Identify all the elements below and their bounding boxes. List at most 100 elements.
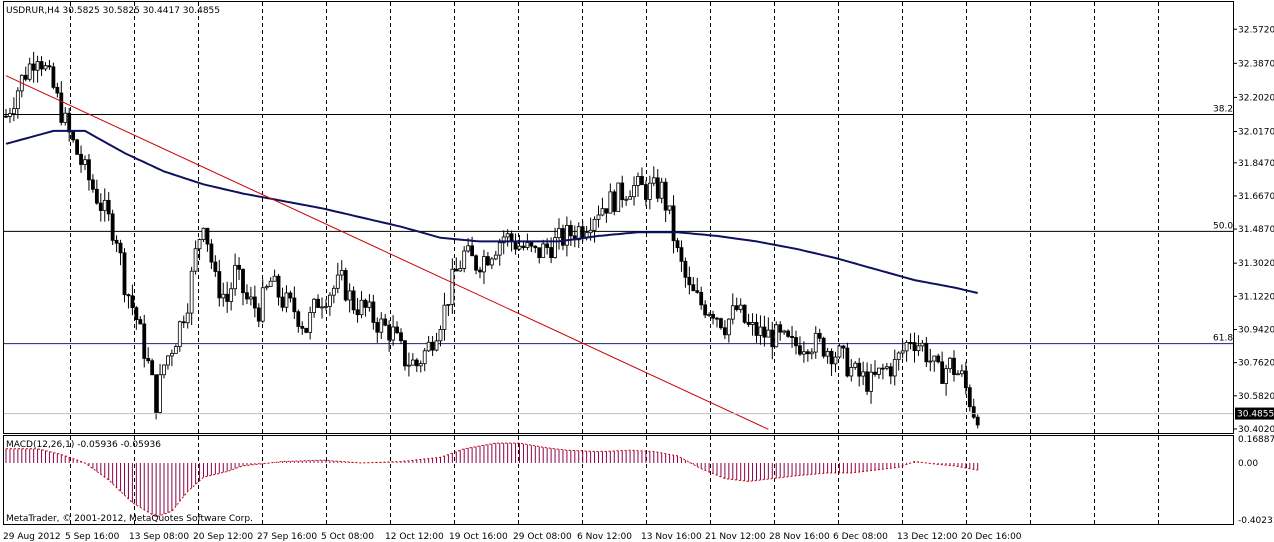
candle-body xyxy=(742,304,747,323)
candle-body xyxy=(952,357,956,375)
candle-body xyxy=(138,319,143,325)
candle-body xyxy=(478,269,482,273)
candle-body xyxy=(268,280,273,288)
macd-pane-frame xyxy=(3,435,1234,525)
candle-body xyxy=(130,295,135,309)
candle-body xyxy=(213,261,218,272)
candle-body xyxy=(51,66,56,88)
candle-body xyxy=(205,227,210,245)
time-tick-label: 13 Nov 16:00 xyxy=(641,532,702,542)
candle-body xyxy=(497,242,502,256)
candle-body xyxy=(758,326,763,336)
candle-body xyxy=(367,301,372,308)
candle-body xyxy=(158,374,162,413)
candle-body xyxy=(134,307,139,321)
candle-body xyxy=(438,329,443,342)
candle-body xyxy=(422,350,427,365)
price-tick-label: 30.7620 xyxy=(1238,359,1274,369)
time-tick-label: 19 Oct 16:00 xyxy=(449,532,508,542)
candle-body xyxy=(181,321,186,324)
candle-body xyxy=(23,74,28,80)
price-tick-label: 31.4870 xyxy=(1238,225,1274,235)
candle-body xyxy=(162,364,166,376)
price-tick-label: 31.3020 xyxy=(1238,259,1274,269)
candle-body xyxy=(406,364,411,367)
candle-body xyxy=(533,245,538,249)
candle-body xyxy=(967,387,972,408)
time-tick-label: 28 Nov 16:00 xyxy=(769,532,830,542)
candle-body xyxy=(312,298,317,313)
candle-body xyxy=(888,366,893,377)
candle-body xyxy=(790,335,794,338)
time-tick-label: 29 Aug 2012 xyxy=(3,532,61,542)
candle-body xyxy=(324,305,328,308)
trendline[interactable] xyxy=(5,75,769,430)
candle-body xyxy=(715,317,719,320)
candle-body xyxy=(734,305,739,310)
candle-body xyxy=(774,324,779,348)
candle-body xyxy=(588,229,593,234)
candle-body xyxy=(628,196,632,200)
candle-body xyxy=(169,352,174,357)
current-price-label: 30.4855 xyxy=(1237,410,1274,420)
candle-body xyxy=(351,290,356,311)
candle-body xyxy=(237,264,241,270)
candle-body xyxy=(331,287,336,296)
candle-body xyxy=(928,360,933,363)
candle-body xyxy=(327,294,332,307)
candle-body xyxy=(881,367,885,370)
candle-body xyxy=(651,177,656,184)
candle-body xyxy=(813,332,818,353)
candle-body xyxy=(252,296,257,309)
candle-body xyxy=(403,340,407,367)
candle-body xyxy=(624,198,629,201)
candle-body xyxy=(355,309,360,316)
candle-body xyxy=(620,182,625,201)
candle-body xyxy=(383,318,388,326)
candle-body xyxy=(63,112,68,123)
trendline-segment[interactable] xyxy=(5,75,769,430)
candle-body xyxy=(908,342,913,344)
candle-body xyxy=(517,245,522,250)
price-tick-label: 30.4020 xyxy=(1238,425,1274,435)
candle-body xyxy=(430,341,435,351)
candle-body xyxy=(304,327,309,333)
candle-body xyxy=(292,297,297,313)
candle-body xyxy=(699,291,704,306)
fib-level-label: 38.2 xyxy=(1213,105,1233,115)
candle-body xyxy=(466,245,471,252)
symbol-header: USDRUR,H4 30.5825 30.5825 30.4417 30.485… xyxy=(6,6,220,16)
candle-body xyxy=(703,304,708,316)
candle-body xyxy=(102,199,107,211)
candle-body xyxy=(197,239,202,250)
candle-body xyxy=(150,360,155,376)
candle-body xyxy=(825,350,830,357)
candle-body xyxy=(837,345,842,358)
candle-body xyxy=(865,371,869,392)
candle-body xyxy=(944,368,948,384)
candle-body xyxy=(707,313,711,316)
time-tick-label: 6 Dec 08:00 xyxy=(833,532,888,542)
vertical-grid xyxy=(70,2,1159,524)
candle-body xyxy=(565,225,569,246)
candle-body xyxy=(110,213,115,241)
candle-body xyxy=(442,304,447,330)
candle-body xyxy=(359,299,364,316)
candle-body xyxy=(505,233,510,238)
price-tick-label: 31.6670 xyxy=(1238,192,1274,202)
candle-body xyxy=(55,86,60,94)
price-tick-label: 30.9420 xyxy=(1238,325,1274,335)
price-axis: 32.5720 32.3870 32.2020 32.0170 31.8470 31.66… xyxy=(4,25,1274,435)
candle-body xyxy=(683,260,688,278)
macd-tick-label: 0.00 xyxy=(1238,459,1258,469)
candle-body xyxy=(892,359,897,377)
candle-body xyxy=(391,326,396,341)
candle-body xyxy=(873,371,877,375)
candle-body xyxy=(640,176,644,186)
candle-body xyxy=(118,242,123,254)
candle-body xyxy=(387,324,392,341)
candle-body xyxy=(276,275,281,298)
candle-body xyxy=(35,61,40,71)
candle-body xyxy=(39,61,44,70)
